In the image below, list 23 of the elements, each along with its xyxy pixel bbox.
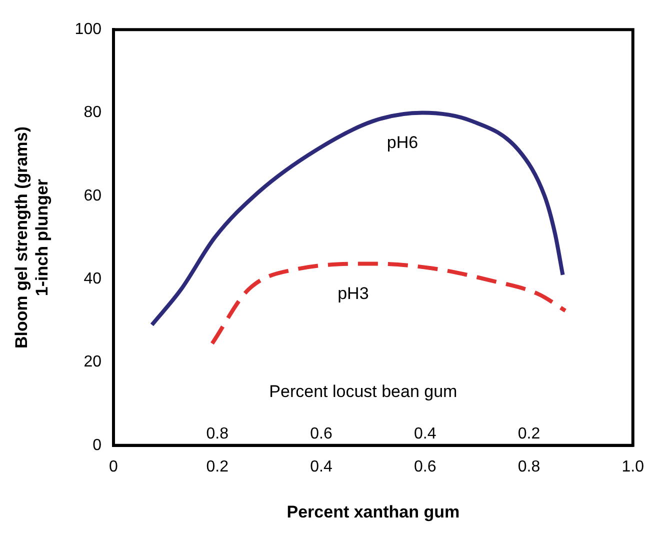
x-axis-title: Percent xanthan gum [286,502,460,522]
series-label: pH3 [338,284,369,303]
y-tick-label: 40 [84,270,102,288]
x2-tick-label: 0.6 [310,426,332,443]
y-axis-title: Bloom gel strength (grams) 1-inch plunger [12,126,52,348]
x-tick-label: 0 [109,458,118,476]
x-tick-label: 0.6 [414,458,436,476]
x-tick-label: 0.8 [518,458,540,476]
x-tick-label: 1.0 [622,458,644,476]
y-tick-label: 100 [74,21,102,38]
x2-tick-label: 0.2 [518,426,540,443]
line-series [150,110,565,327]
y-tick-label: 20 [84,354,102,371]
x2-tick-label: 0.8 [206,426,229,443]
x2-axis-title: Percent locust bean gum [269,382,458,401]
y-tick-label: 80 [84,104,102,122]
y-tick-label: 0 [92,436,102,454]
line-series [210,262,568,346]
x-tick-label: 0.2 [206,458,229,476]
x-tick-label: 0.4 [310,458,332,476]
y-tick-label: 60 [84,187,102,204]
series-label: pH6 [386,132,418,152]
x2-tick-label: 0.4 [414,426,436,443]
